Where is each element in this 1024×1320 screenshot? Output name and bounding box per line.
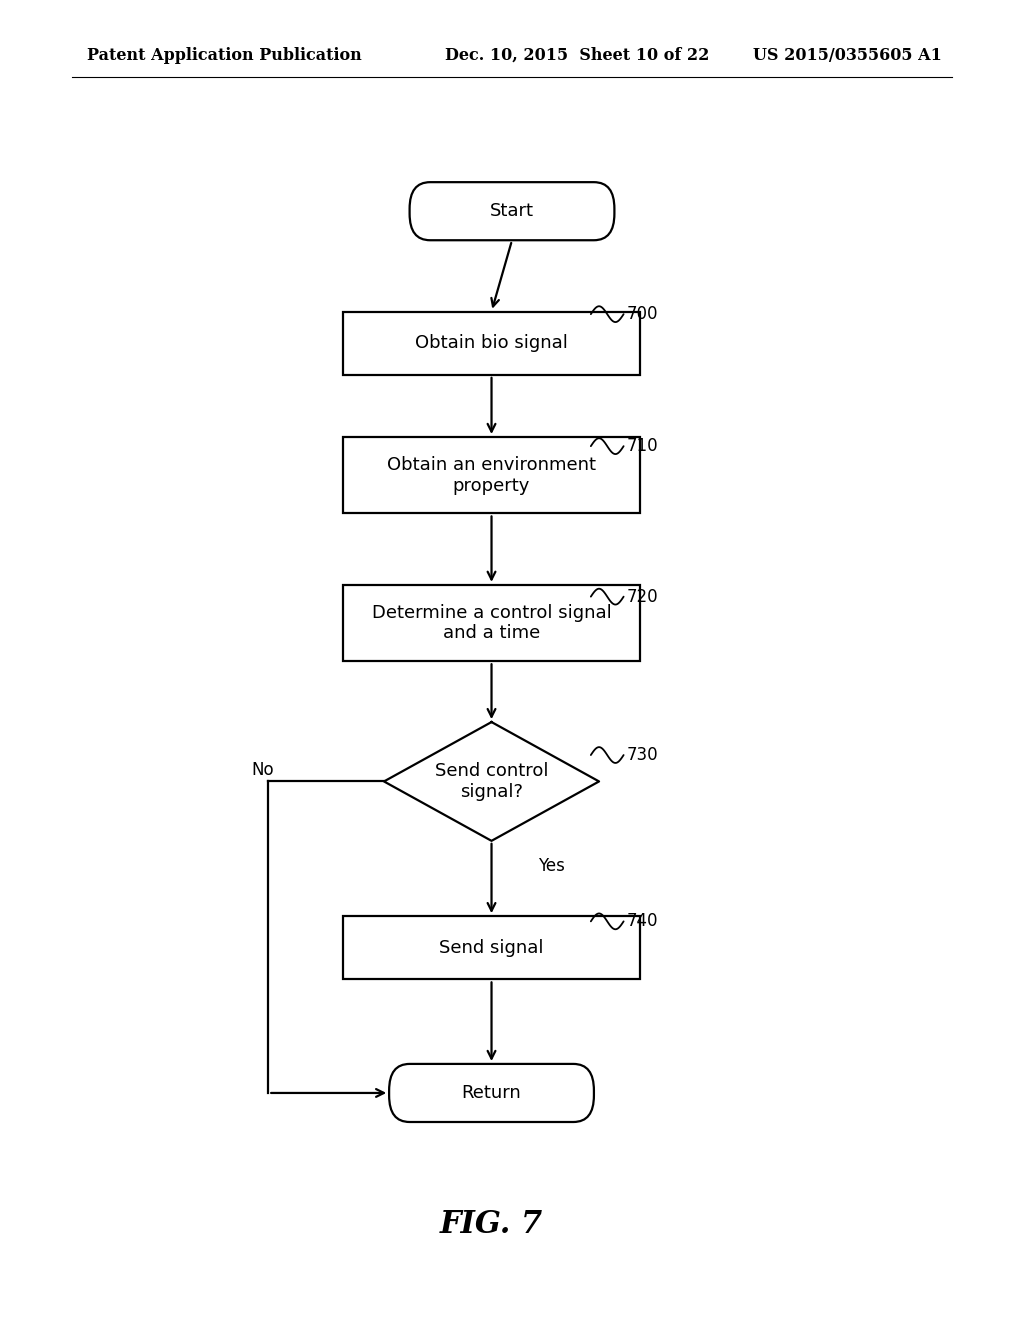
Text: 700: 700 — [627, 305, 658, 323]
Bar — [343, 437, 640, 513]
Text: Patent Application Publication: Patent Application Publication — [87, 48, 361, 63]
Bar — [343, 916, 640, 979]
Text: Obtain an environment
property: Obtain an environment property — [387, 455, 596, 495]
Bar — [343, 312, 640, 375]
FancyBboxPatch shape — [410, 182, 614, 240]
Text: US 2015/0355605 A1: US 2015/0355605 A1 — [754, 48, 942, 63]
Text: Start: Start — [490, 202, 534, 220]
FancyBboxPatch shape — [389, 1064, 594, 1122]
Text: Return: Return — [462, 1084, 521, 1102]
Text: Yes: Yes — [538, 857, 564, 875]
Text: Obtain bio signal: Obtain bio signal — [415, 334, 568, 352]
Text: FIG. 7: FIG. 7 — [440, 1209, 543, 1241]
Polygon shape — [384, 722, 599, 841]
Text: Send signal: Send signal — [439, 939, 544, 957]
Text: Dec. 10, 2015  Sheet 10 of 22: Dec. 10, 2015 Sheet 10 of 22 — [445, 48, 710, 63]
Text: No: No — [252, 760, 274, 779]
Text: Determine a control signal
and a time: Determine a control signal and a time — [372, 603, 611, 643]
Bar — [343, 585, 640, 661]
Text: 720: 720 — [627, 587, 658, 606]
Text: 710: 710 — [627, 437, 658, 455]
Text: 740: 740 — [627, 912, 658, 931]
Text: 730: 730 — [627, 746, 658, 764]
Text: Send control
signal?: Send control signal? — [435, 762, 548, 801]
